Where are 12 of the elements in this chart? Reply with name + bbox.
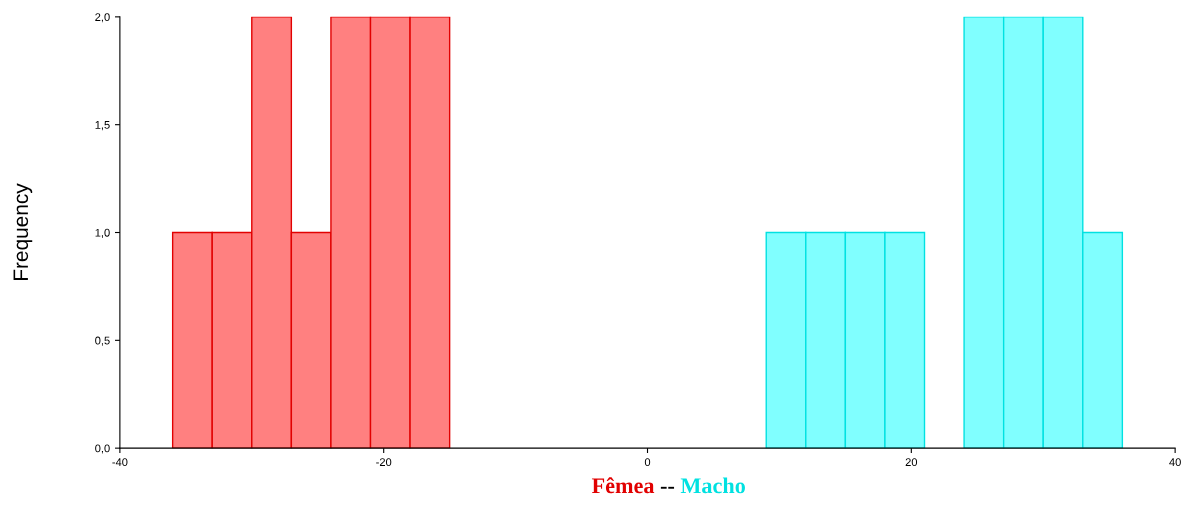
y-tick-label: 0,0 — [95, 444, 110, 454]
y-tick-label: 1,0 — [95, 228, 110, 238]
x-tick-label: 40 — [1169, 458, 1181, 467]
x-tick-label: 20 — [905, 458, 918, 467]
y-tick-label: 0,5 — [95, 336, 110, 346]
y-tick-label: 1,5 — [95, 121, 110, 131]
x-tick-label: -40 — [112, 458, 128, 467]
y-tick-label: 2,0 — [95, 13, 110, 23]
x-tick-label: 0 — [644, 458, 651, 467]
x-tick-label: -20 — [376, 458, 392, 467]
x-axis-title: Fêmea -- Macho — [591, 477, 745, 494]
y-axis-title: Frequency — [13, 183, 33, 281]
